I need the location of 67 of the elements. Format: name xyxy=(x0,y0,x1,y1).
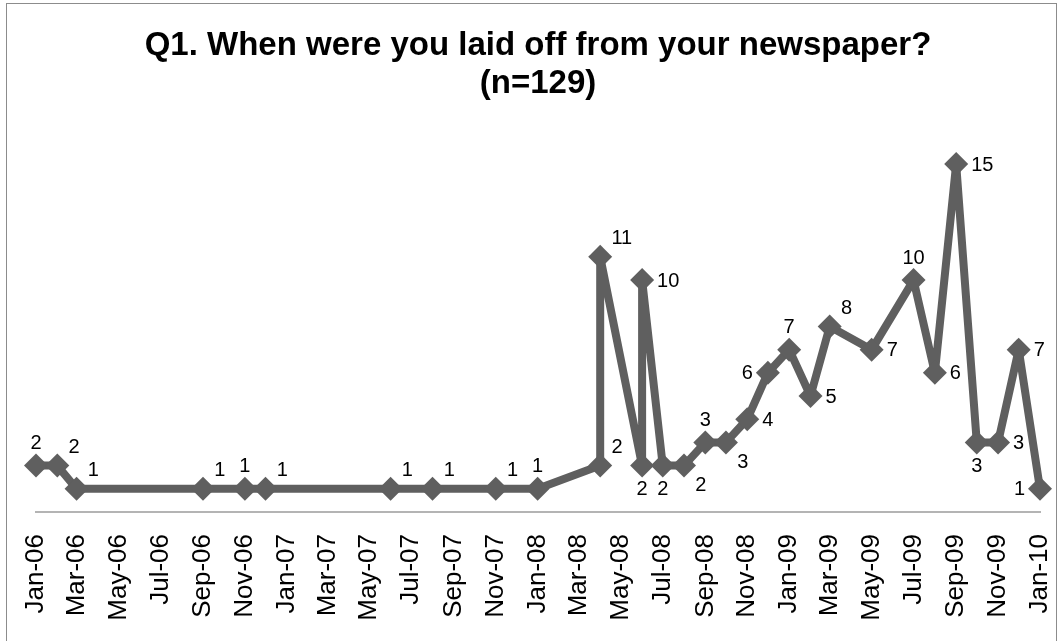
x-tick-label: May-08 xyxy=(603,534,634,621)
data-label: 6 xyxy=(741,361,753,384)
x-tick-label: Nov-08 xyxy=(730,534,761,618)
data-label: 2 xyxy=(611,434,623,457)
data-label: 1 xyxy=(214,458,226,481)
data-label: 1 xyxy=(276,458,288,481)
point xyxy=(735,407,760,432)
x-tick-label: Nov-07 xyxy=(478,534,509,618)
data-label: 1 xyxy=(532,454,544,477)
x-tick-label: Sep-07 xyxy=(436,534,467,618)
x-tick-label: Mar-07 xyxy=(310,534,341,617)
x-tick-label: Sep-08 xyxy=(688,534,719,618)
data-label: 11 xyxy=(611,226,633,249)
data-label: 3 xyxy=(971,453,983,476)
x-tick-label: Jan-08 xyxy=(520,534,551,614)
x-tick-label: Jan-10 xyxy=(1023,534,1054,614)
data-label: 7 xyxy=(1033,338,1045,361)
data-label: 15 xyxy=(971,152,994,175)
x-tick-label: Nov-06 xyxy=(228,534,259,618)
data-label: 2 xyxy=(657,477,669,500)
data-label: 1 xyxy=(1013,477,1025,500)
data-label: 2 xyxy=(695,473,707,496)
data-label: 4 xyxy=(762,407,774,430)
data-label: 7 xyxy=(783,315,795,338)
x-tick-label: Jan-09 xyxy=(772,534,803,614)
data-label: 3 xyxy=(1013,430,1025,453)
data-label: 10 xyxy=(902,245,925,268)
x-tick-label: Sep-09 xyxy=(939,534,970,618)
data-label: 1 xyxy=(443,458,455,481)
point xyxy=(777,337,802,362)
point xyxy=(817,314,842,339)
x-tick-label: Mar-09 xyxy=(812,534,843,617)
data-label: 5 xyxy=(825,384,837,407)
x-tick-label: May-09 xyxy=(854,534,885,621)
x-tick-label: Sep-06 xyxy=(186,534,217,618)
data-label: 10 xyxy=(657,268,680,291)
data-label: 8 xyxy=(840,295,853,318)
x-tick-label: Jan-06 xyxy=(19,534,50,614)
x-tick-label: Mar-08 xyxy=(562,534,593,617)
point xyxy=(986,430,1011,455)
point xyxy=(859,337,884,362)
data-label: 1 xyxy=(239,454,251,477)
data-label: 6 xyxy=(949,361,961,384)
data-label: 1 xyxy=(506,458,519,481)
x-tick-label: Jul-09 xyxy=(896,534,927,605)
x-tick-label: May-06 xyxy=(101,534,132,621)
point xyxy=(755,360,780,385)
data-label: 3 xyxy=(699,407,711,430)
x-tick-label: Jul-07 xyxy=(394,534,425,605)
x-tick-label: Jan-07 xyxy=(270,534,300,614)
chart-title: Q1. When were you laid off from your newspaper? (n=129) xyxy=(144,25,932,101)
data-label: 1 xyxy=(401,458,413,481)
point xyxy=(672,453,697,478)
point xyxy=(588,244,613,269)
data-label: 2 xyxy=(30,431,42,454)
x-tick-label: Mar-06 xyxy=(59,534,90,617)
point xyxy=(1028,476,1052,501)
x-tick-label: Jul-06 xyxy=(143,534,174,605)
data-label: 3 xyxy=(737,450,749,473)
data-label: 2 xyxy=(636,477,648,500)
x-tick-label: Jul-08 xyxy=(645,534,676,605)
x-tick-label: Nov-09 xyxy=(981,534,1012,618)
point xyxy=(24,453,48,478)
x-tick-label: May-07 xyxy=(352,534,383,621)
data-label: 2 xyxy=(68,434,80,457)
data-label: 1 xyxy=(87,458,99,481)
data-label: 7 xyxy=(886,338,898,361)
